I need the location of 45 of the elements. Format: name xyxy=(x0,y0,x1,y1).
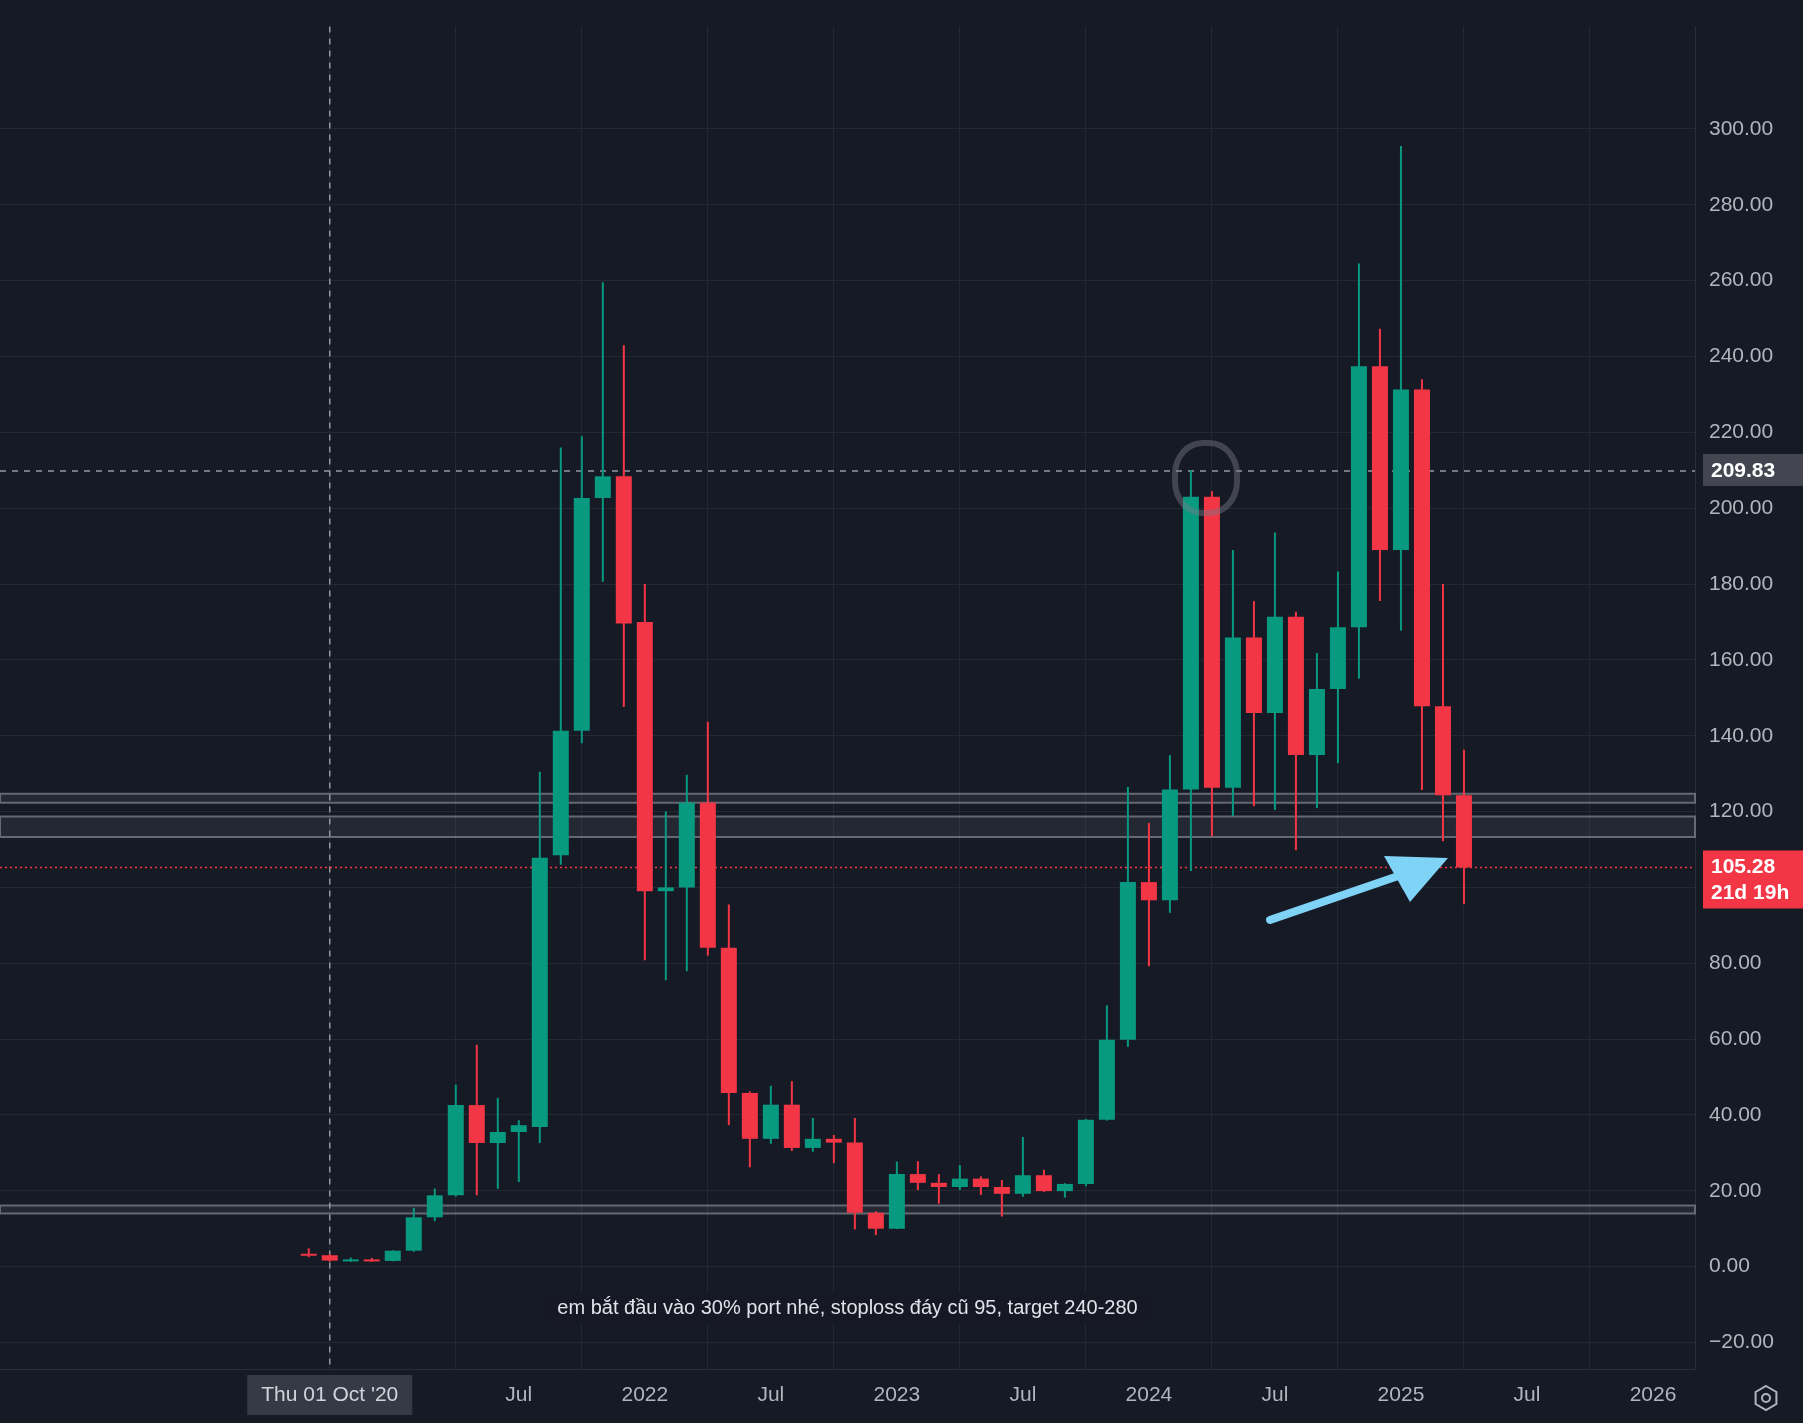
x-tick-label: 2026 xyxy=(1629,1382,1677,1406)
candlestick xyxy=(510,1119,527,1184)
y-tick-label: 260.00 xyxy=(1709,267,1774,291)
y-tick-label: 180.00 xyxy=(1709,570,1774,594)
ref-line-label: 209.83 xyxy=(1711,457,1776,481)
y-tick-label: 0.00 xyxy=(1709,1253,1750,1277)
candlestick xyxy=(594,281,611,583)
y-tick-label: 140.00 xyxy=(1709,722,1774,746)
candlestick xyxy=(825,1134,842,1165)
y-tick-label: 200.00 xyxy=(1709,494,1774,518)
y-tick-label: 20.00 xyxy=(1709,1177,1762,1201)
y-tick-label: 160.00 xyxy=(1709,646,1774,670)
candlestick xyxy=(867,1210,884,1237)
x-tick-label: Jul xyxy=(1513,1382,1541,1406)
y-tick-label: 300.00 xyxy=(1709,115,1774,139)
x-tick-label: Jul xyxy=(1009,1382,1037,1406)
x-tick-label: 2025 xyxy=(1377,1382,1425,1406)
y-tick-label: 40.00 xyxy=(1709,1101,1762,1125)
y-tick-label: 240.00 xyxy=(1709,343,1774,367)
x-tick-label: Jul xyxy=(505,1382,533,1406)
x-tick-label: Jul xyxy=(757,1382,785,1406)
ref-line-label: 105.28 21d 19h xyxy=(1711,854,1790,904)
candlestick xyxy=(993,1179,1010,1218)
candlestick xyxy=(657,810,674,982)
candlestick xyxy=(426,1187,443,1223)
y-tick-label: 280.00 xyxy=(1709,191,1774,215)
y-tick-label: 120.00 xyxy=(1709,798,1774,822)
x-tick-label: 2023 xyxy=(873,1382,921,1406)
candlestick xyxy=(1035,1168,1052,1193)
x-tick-label: 2024 xyxy=(1125,1382,1173,1406)
x-tick-label: Jul xyxy=(1261,1382,1289,1406)
y-tick-label: 80.00 xyxy=(1709,950,1762,974)
y-tick-label: 220.00 xyxy=(1709,419,1774,443)
candlestick xyxy=(909,1160,926,1192)
candlestick xyxy=(930,1173,947,1205)
y-tick-label: 60.00 xyxy=(1709,1025,1762,1049)
y-tick-label: −20.00 xyxy=(1709,1329,1774,1353)
candlestick xyxy=(1014,1135,1031,1198)
candlestick xyxy=(951,1163,968,1192)
candlestick xyxy=(972,1175,989,1196)
candlestick xyxy=(804,1116,821,1153)
candlestick xyxy=(489,1096,506,1190)
ref-line-label: Thu 01 Oct '20 xyxy=(261,1381,399,1405)
annotation: em bắt đầu vào 30% port nhé, stoploss đáy cũ 95, target 240-280 xyxy=(557,1295,1138,1318)
x-tick-label: 2022 xyxy=(621,1382,669,1406)
